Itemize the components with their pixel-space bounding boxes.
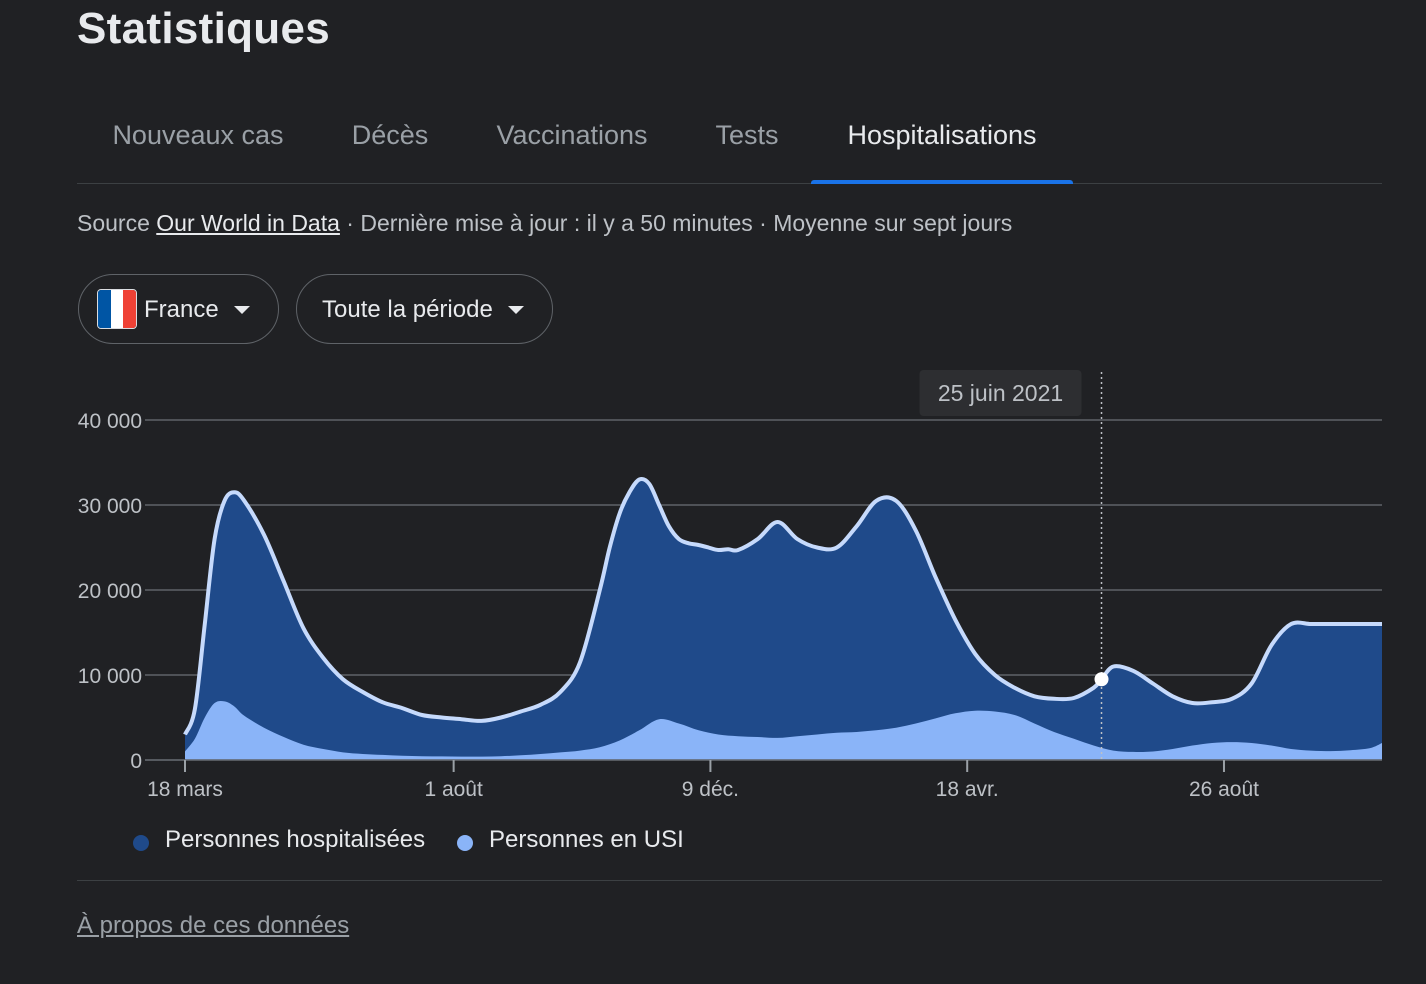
tab-label: Tests [715,120,779,150]
tooltip-date: 25 juin 2021 [938,380,1063,406]
tab-bar: Nouveaux cas Décès Vaccinations Tests Ho… [77,100,1382,184]
y-tick-label: 20 000 [78,580,142,603]
tab-label: Nouveaux cas [112,120,284,150]
tab-label: Vaccinations [496,120,648,150]
source-details: · Dernière mise à jour : il y a 50 minut… [346,210,1013,236]
tab-vaccinations[interactable]: Vaccinations [493,100,651,183]
series-line-hospitalized [183,476,1382,736]
tab-label: Hospitalisations [847,120,1037,150]
x-tick-label: 26 août [1189,778,1259,801]
active-tab-indicator [811,180,1073,184]
period-select[interactable]: Toute la période [296,274,553,344]
country-select[interactable]: France [78,274,279,344]
source-link[interactable]: Our World in Data [156,210,340,236]
y-tick-label: 30 000 [78,495,142,518]
hover-point [1094,672,1109,687]
series-area-icu [185,700,1382,760]
chevron-down-icon [508,306,524,314]
chevron-down-icon [234,306,250,314]
x-tick-label: 1 août [424,778,483,801]
hospitalisations-chart[interactable]: 0 10 000 20 000 30 000 40 000 18 mars 1 août 9 … [0,360,1426,810]
legend-label: Personnes en USI [489,826,684,853]
x-tick-label: 18 mars [147,778,223,801]
y-tick-label: 40 000 [78,410,142,433]
y-tick-label: 10 000 [78,665,142,688]
x-tick-label: 18 avr. [936,778,999,801]
legend-swatch [133,835,149,851]
tab-tests[interactable]: Tests [714,100,780,183]
source-prefix: Source [77,210,150,236]
source-line: Source Our World in Data · Dernière mise… [77,210,1012,237]
tab-deaths[interactable]: Décès [350,100,430,183]
period-select-value: Toute la période [322,296,493,323]
tab-hospitalisations[interactable]: Hospitalisations [811,100,1073,184]
y-tick-label: 0 [130,750,142,773]
country-select-value: France [144,296,219,323]
page-title: Statistiques [77,4,330,53]
divider [77,880,1382,881]
series-area-hospitalized [185,478,1382,760]
legend-swatch [457,835,473,851]
x-tick-label: 9 déc. [682,778,739,801]
tab-new-cases[interactable]: Nouveaux cas [109,100,287,183]
about-data-link[interactable]: À propos de ces données [77,912,350,939]
tooltip-box [919,370,1082,416]
legend-label: Personnes hospitalisées [165,826,426,853]
france-flag-icon [97,289,137,329]
tab-label: Décès [351,120,429,150]
